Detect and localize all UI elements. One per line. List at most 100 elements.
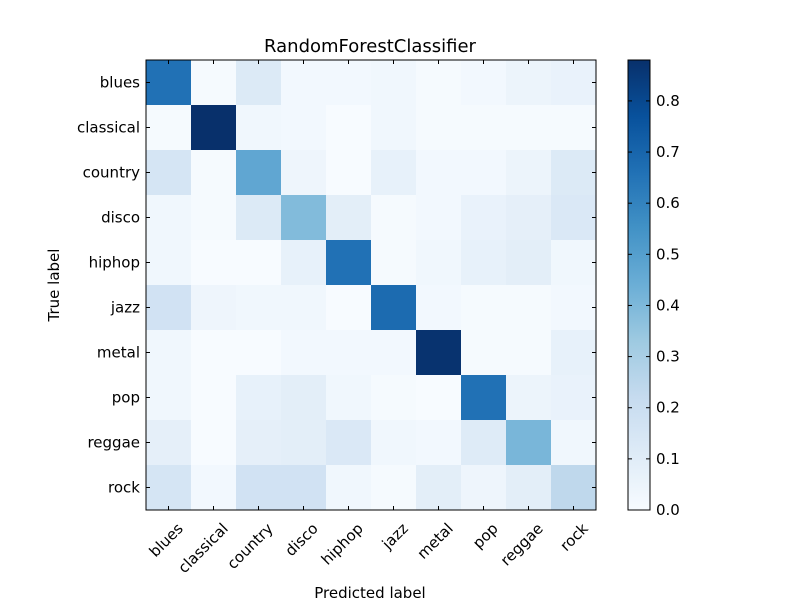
colorbar-tick-label: 0.8 [656, 92, 680, 110]
heatmap-cell [326, 105, 371, 150]
heatmap-cell [326, 285, 371, 330]
heatmap-cell [191, 60, 236, 105]
heatmap-cell [326, 195, 371, 240]
heatmap-cell [371, 240, 416, 285]
heatmap-cell [461, 105, 506, 150]
x-tick-label: country [223, 519, 276, 572]
heatmap-cell [551, 375, 596, 420]
colorbar-tick-label: 0.0 [656, 501, 680, 519]
heatmap-cell [551, 105, 596, 150]
x-axis-label: Predicted label [314, 584, 425, 600]
heatmap-cell [281, 285, 326, 330]
heatmap-cell [281, 150, 326, 195]
heatmap-cell [236, 420, 281, 465]
colorbar-tick-label: 0.1 [656, 450, 680, 468]
heatmap-cell [281, 240, 326, 285]
heatmap-cell [551, 330, 596, 375]
y-tick-label: rock [108, 479, 140, 497]
heatmap-cell [191, 195, 236, 240]
heatmap-cell [551, 195, 596, 240]
heatmap-cell [506, 330, 551, 375]
heatmap-cell [461, 240, 506, 285]
heatmap-cell [461, 465, 506, 510]
x-tick-label: metal [414, 520, 457, 563]
heatmap-cell [146, 420, 191, 465]
heatmap-cell [191, 375, 236, 420]
heatmap-cell [236, 375, 281, 420]
heatmap-cell [236, 60, 281, 105]
heatmap-cell [281, 420, 326, 465]
heatmap-cell [371, 420, 416, 465]
heatmap-cell [326, 60, 371, 105]
heatmap-cell [506, 375, 551, 420]
x-tick-label: jazz [378, 519, 412, 553]
heatmap-cell [146, 285, 191, 330]
heatmap-cell [236, 150, 281, 195]
heatmap-cell [236, 105, 281, 150]
heatmap-cell [506, 150, 551, 195]
heatmap-cell [461, 60, 506, 105]
y-tick-label: disco [101, 209, 140, 227]
heatmap-cell [191, 285, 236, 330]
heatmap-cell [416, 375, 461, 420]
heatmap-cell [551, 465, 596, 510]
heatmap-cell [416, 150, 461, 195]
heatmap-cell [461, 150, 506, 195]
heatmap-cells [146, 60, 596, 510]
x-tick-label: pop [469, 520, 502, 553]
heatmap-cell [146, 60, 191, 105]
heatmap-cell [461, 285, 506, 330]
heatmap-cell [416, 195, 461, 240]
y-tick-label: pop [112, 389, 140, 407]
y-tick-label: jazz [110, 299, 140, 317]
colorbar-tick-label: 0.6 [656, 194, 680, 212]
heatmap-cell [371, 60, 416, 105]
colorbar-gradient [628, 60, 650, 510]
heatmap-cell [236, 240, 281, 285]
heatmap-cell [461, 195, 506, 240]
chart-title: RandomForestClassifier [264, 36, 477, 57]
heatmap-cell [191, 330, 236, 375]
heatmap-cell [371, 150, 416, 195]
heatmap-cell [371, 105, 416, 150]
heatmap-cell [146, 240, 191, 285]
heatmap-cell [146, 150, 191, 195]
heatmap-cell [506, 195, 551, 240]
heatmap-cell [371, 465, 416, 510]
heatmap-cell [326, 150, 371, 195]
colorbar-tick-label: 0.2 [656, 399, 680, 417]
y-axis-label: True label [45, 249, 63, 323]
heatmap-cell [326, 240, 371, 285]
y-tick-label: hiphop [89, 254, 140, 272]
heatmap-cell [326, 420, 371, 465]
y-tick-label: country [83, 164, 140, 182]
heatmap-cell [551, 420, 596, 465]
heatmap-cell [191, 240, 236, 285]
heatmap-cell [461, 375, 506, 420]
heatmap-cell [506, 105, 551, 150]
colorbar-tick-label: 0.4 [656, 296, 680, 314]
heatmap-cell [371, 375, 416, 420]
heatmap-cell [146, 105, 191, 150]
heatmap-cell [371, 195, 416, 240]
heatmap-cell [326, 465, 371, 510]
heatmap-cell [506, 60, 551, 105]
heatmap-cell [551, 240, 596, 285]
heatmap-cell [146, 465, 191, 510]
y-tick-label: classical [77, 119, 140, 137]
y-tick-label: reggae [87, 434, 140, 452]
heatmap-cell [461, 420, 506, 465]
heatmap-cell [371, 285, 416, 330]
heatmap-cell [416, 240, 461, 285]
heatmap-cell [146, 375, 191, 420]
heatmap-cell [281, 375, 326, 420]
heatmap-cell [416, 105, 461, 150]
heatmap-cell [506, 285, 551, 330]
heatmap-cell [551, 150, 596, 195]
heatmap-cell [191, 105, 236, 150]
heatmap-cell [281, 330, 326, 375]
heatmap-cell [236, 330, 281, 375]
heatmap-cell [416, 465, 461, 510]
heatmap-cell [461, 330, 506, 375]
colorbar-ticks: 0.0 0.1 0.2 0.3 0.4 0.5 0.6 0.7 0.8 [628, 92, 680, 519]
